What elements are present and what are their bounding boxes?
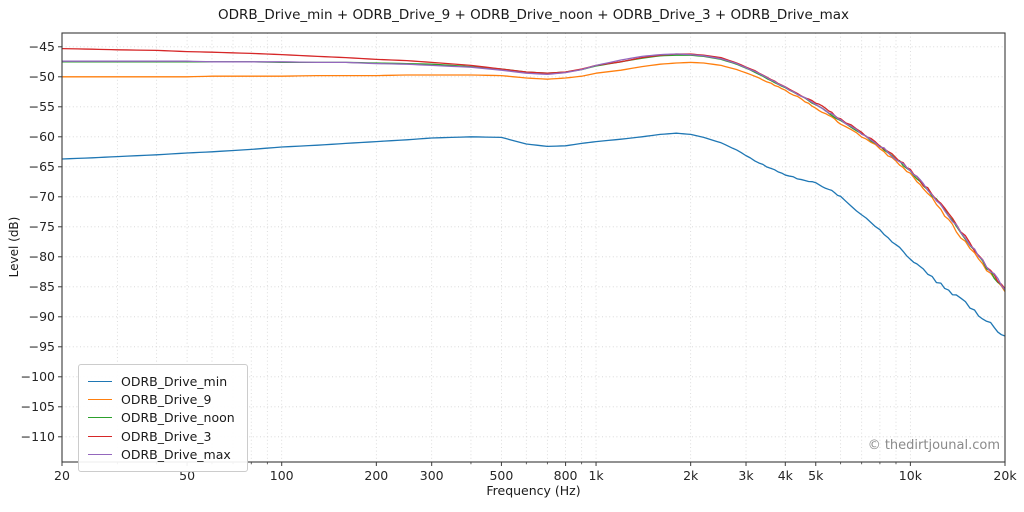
x-tick-label: 3k — [738, 468, 754, 483]
y-tick-label: −75 — [29, 219, 55, 234]
legend-item-ODRB_Drive_3: ODRB_Drive_3 — [88, 427, 235, 445]
y-tick-label: −85 — [29, 279, 55, 294]
y-tick-label: −100 — [21, 369, 55, 384]
x-tick-label: 4k — [778, 468, 794, 483]
x-tick-label: 1k — [588, 468, 604, 483]
legend-label: ODRB_Drive_noon — [121, 410, 235, 426]
legend-line-swatch — [88, 380, 112, 382]
y-tick-label: −80 — [29, 249, 55, 264]
y-tick-label: −105 — [21, 399, 55, 414]
y-tick-label: −55 — [29, 99, 55, 114]
y-tick-label: −110 — [21, 429, 55, 444]
x-tick-label: 10k — [899, 468, 923, 483]
y-tick-label: −60 — [29, 129, 55, 144]
chart-title: ODRB_Drive_min + ODRB_Drive_9 + ODRB_Dri… — [217, 7, 850, 23]
series-line-ODRB_Drive_noon — [62, 54, 1005, 291]
x-tick-label: 800 — [554, 468, 578, 483]
x-tick-label: 2k — [683, 468, 699, 483]
y-tick-label: −70 — [29, 189, 55, 204]
x-tick-label: 20k — [993, 468, 1017, 483]
y-tick-label: −95 — [29, 339, 55, 354]
legend-item-ODRB_Drive_9: ODRB_Drive_9 — [88, 390, 235, 408]
x-tick-label: 300 — [420, 468, 444, 483]
x-tick-label: 20 — [54, 468, 70, 483]
legend-label: ODRB_Drive_max — [121, 447, 231, 463]
watermark: © thedirtjounal.com — [867, 438, 1000, 453]
y-tick-label: −50 — [29, 69, 55, 84]
x-tick-label: 500 — [489, 468, 513, 483]
legend-line-swatch — [88, 417, 112, 419]
series-line-ODRB_Drive_9 — [62, 61, 1005, 292]
plot-border — [61, 32, 1006, 463]
legend-item-ODRB_Drive_noon: ODRB_Drive_noon — [88, 409, 235, 427]
x-tick-label: 5k — [808, 468, 824, 483]
legend-line-swatch — [88, 454, 112, 456]
series-line-ODRB_Drive_3 — [62, 47, 1005, 290]
series-line-ODRB_Drive_max — [62, 53, 1005, 291]
legend-label: ODRB_Drive_min — [121, 373, 228, 389]
y-axis-label: Level (dB) — [7, 216, 21, 278]
y-tick-label: −45 — [29, 39, 55, 54]
legend-line-swatch — [88, 399, 112, 401]
y-tick-label: −90 — [29, 309, 55, 324]
x-tick-label: 200 — [364, 468, 388, 483]
x-axis-label: Frequency (Hz) — [486, 483, 581, 498]
legend-label: ODRB_Drive_9 — [121, 392, 212, 408]
legend-item-ODRB_Drive_max: ODRB_Drive_max — [88, 446, 235, 464]
x-tick-label: 100 — [270, 468, 294, 483]
legend: ODRB_Drive_min ODRB_Drive_9 ODRB_Drive_noo… — [78, 364, 248, 472]
legend-line-swatch — [88, 435, 112, 437]
y-tick-label: −65 — [29, 159, 55, 174]
legend-label: ODRB_Drive_3 — [121, 428, 212, 444]
series-line-ODRB_Drive_min — [62, 132, 1005, 337]
legend-item-ODRB_Drive_min: ODRB_Drive_min — [88, 372, 235, 390]
